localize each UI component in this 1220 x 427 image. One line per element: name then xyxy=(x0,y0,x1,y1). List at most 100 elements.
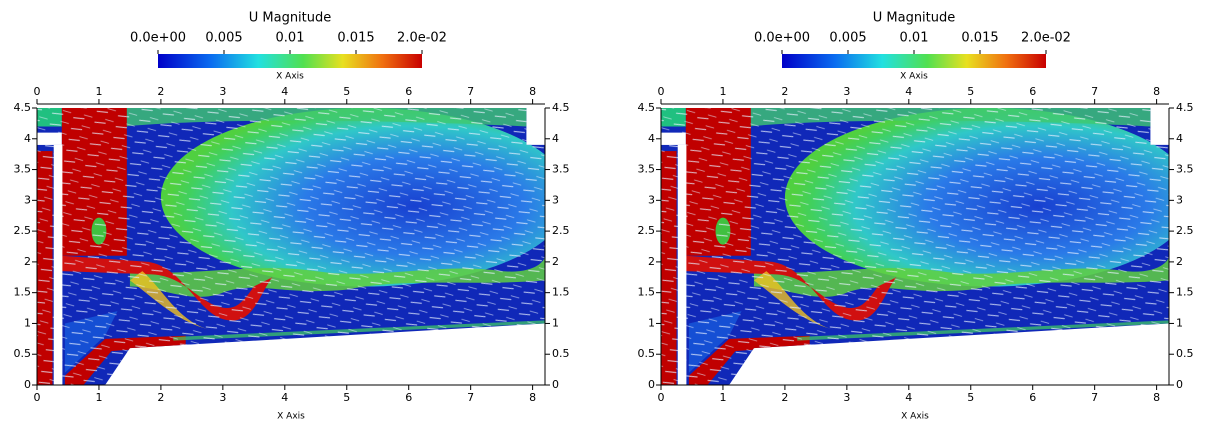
y-tick-label-right: 2.5 xyxy=(552,224,570,237)
x-tick-label-top: 8 xyxy=(1153,85,1160,98)
y-tick-label-right: 2 xyxy=(552,255,559,268)
y-tick-label: 3 xyxy=(648,193,655,206)
y-tick-label-right: 1.5 xyxy=(552,286,570,299)
y-tick-label-right: 0 xyxy=(552,378,559,391)
panel: U Magnitude X Axis 0.0e+00 0.005 0.01 0.015 2.… xyxy=(14,11,570,422)
x-axis-label: X Axis xyxy=(901,412,929,422)
x-tick-label: 3 xyxy=(843,391,850,404)
y-tick-label: 2.5 xyxy=(638,224,656,237)
x-tick-label: 2 xyxy=(157,391,164,404)
x-tick-label-top: 5 xyxy=(967,85,974,98)
y-tick-label: 4 xyxy=(648,132,655,145)
y-tick-label-right: 3 xyxy=(1176,193,1183,206)
x-tick-label: 7 xyxy=(1091,391,1098,404)
x-tick-label: 6 xyxy=(1029,391,1036,404)
y-tick-label-right: 3.5 xyxy=(1176,163,1194,176)
y-tick-label-right: 0.5 xyxy=(1176,347,1194,360)
panel: U Magnitude X Axis 0.0e+00 0.005 0.01 0.015 2.… xyxy=(638,11,1194,422)
y-tick-label-right: 3.5 xyxy=(552,163,570,176)
y-tick-label-right: 4.5 xyxy=(552,101,570,114)
x-tick-label: 1 xyxy=(95,391,102,404)
x-tick-label-top: 7 xyxy=(467,85,474,98)
colorbar-tick-label: 0.015 xyxy=(961,31,998,46)
x-tick-label: 2 xyxy=(781,391,788,404)
x-tick-label: 4 xyxy=(905,391,912,404)
x-tick-label: 8 xyxy=(529,391,536,404)
colorbar-title: U Magnitude xyxy=(873,11,956,26)
y-tick-label-right: 1 xyxy=(552,316,559,329)
x-tick-label-top: 1 xyxy=(95,85,102,98)
y-tick-label-right: 1 xyxy=(1176,316,1183,329)
y-tick-label-right: 4 xyxy=(552,132,559,145)
colorbar-tick-label: 0.0e+00 xyxy=(754,31,810,46)
colorbar-tick-label: 0.005 xyxy=(829,31,866,46)
colorbar-title: U Magnitude xyxy=(249,11,332,26)
y-tick-label: 2 xyxy=(24,255,31,268)
y-tick-label: 0 xyxy=(648,378,655,391)
colorbar-tick-label: 0.01 xyxy=(276,31,305,46)
y-tick-label: 1 xyxy=(24,316,31,329)
x-axis-label: X Axis xyxy=(277,412,305,422)
flow-field xyxy=(661,108,1194,385)
x-tick-label: 6 xyxy=(405,391,412,404)
x-tick-label: 3 xyxy=(219,391,226,404)
x-tick-label-top: 2 xyxy=(157,85,164,98)
y-tick-label-right: 0.5 xyxy=(552,347,570,360)
x-tick-label-top: 3 xyxy=(219,85,226,98)
x-tick-label-top: 5 xyxy=(343,85,350,98)
y-tick-label-right: 1.5 xyxy=(1176,286,1194,299)
x-tick-label-top: 8 xyxy=(529,85,536,98)
y-tick-label: 0 xyxy=(24,378,31,391)
y-tick-label: 3.5 xyxy=(14,163,32,176)
colorbar xyxy=(158,54,422,68)
x-tick-label-top: 4 xyxy=(281,85,288,98)
x-tick-label-top: 3 xyxy=(843,85,850,98)
x-tick-label: 5 xyxy=(343,391,350,404)
x-tick-label-top: 6 xyxy=(405,85,412,98)
x-tick-label-top: 0 xyxy=(34,85,41,98)
x-tick-label: 0 xyxy=(658,391,665,404)
y-tick-label: 0.5 xyxy=(638,347,656,360)
y-tick-label: 3 xyxy=(24,193,31,206)
y-tick-label-right: 4 xyxy=(1176,132,1183,145)
y-tick-label: 4.5 xyxy=(14,101,32,114)
colorbar-label: X Axis xyxy=(900,72,928,82)
x-tick-label: 1 xyxy=(719,391,726,404)
colorbar-tick-label: 0.005 xyxy=(205,31,242,46)
colorbar-tick-label: 0.0e+00 xyxy=(130,31,186,46)
y-tick-label: 2 xyxy=(648,255,655,268)
y-tick-label-right: 2 xyxy=(1176,255,1183,268)
colorbar-tick-label: 0.015 xyxy=(337,31,374,46)
y-tick-label-right: 2.5 xyxy=(1176,224,1194,237)
y-tick-label: 1.5 xyxy=(14,286,32,299)
x-tick-label-top: 1 xyxy=(719,85,726,98)
x-tick-label: 8 xyxy=(1153,391,1160,404)
colorbar-label: X Axis xyxy=(276,72,304,82)
colorbar-tick-label: 2.0e-02 xyxy=(1021,31,1071,46)
x-tick-label: 0 xyxy=(34,391,41,404)
x-tick-label: 4 xyxy=(281,391,288,404)
y-tick-label: 1.5 xyxy=(638,286,656,299)
x-tick-label-top: 7 xyxy=(1091,85,1098,98)
y-tick-label-right: 3 xyxy=(552,193,559,206)
colorbar-tick-label: 2.0e-02 xyxy=(397,31,447,46)
colorbar xyxy=(782,54,1046,68)
colorbar-tick-label: 0.01 xyxy=(900,31,929,46)
y-tick-label-right: 0 xyxy=(1176,378,1183,391)
x-tick-label-top: 6 xyxy=(1029,85,1036,98)
y-tick-label: 1 xyxy=(648,316,655,329)
y-tick-label: 4 xyxy=(24,132,31,145)
y-tick-label: 2.5 xyxy=(14,224,32,237)
x-tick-label-top: 2 xyxy=(781,85,788,98)
y-tick-label: 4.5 xyxy=(638,101,656,114)
flow-field xyxy=(37,108,570,385)
y-tick-label-right: 4.5 xyxy=(1176,101,1194,114)
x-tick-label-top: 0 xyxy=(658,85,665,98)
y-tick-label: 3.5 xyxy=(638,163,656,176)
x-tick-label: 7 xyxy=(467,391,474,404)
x-tick-label: 5 xyxy=(967,391,974,404)
y-tick-label: 0.5 xyxy=(14,347,32,360)
